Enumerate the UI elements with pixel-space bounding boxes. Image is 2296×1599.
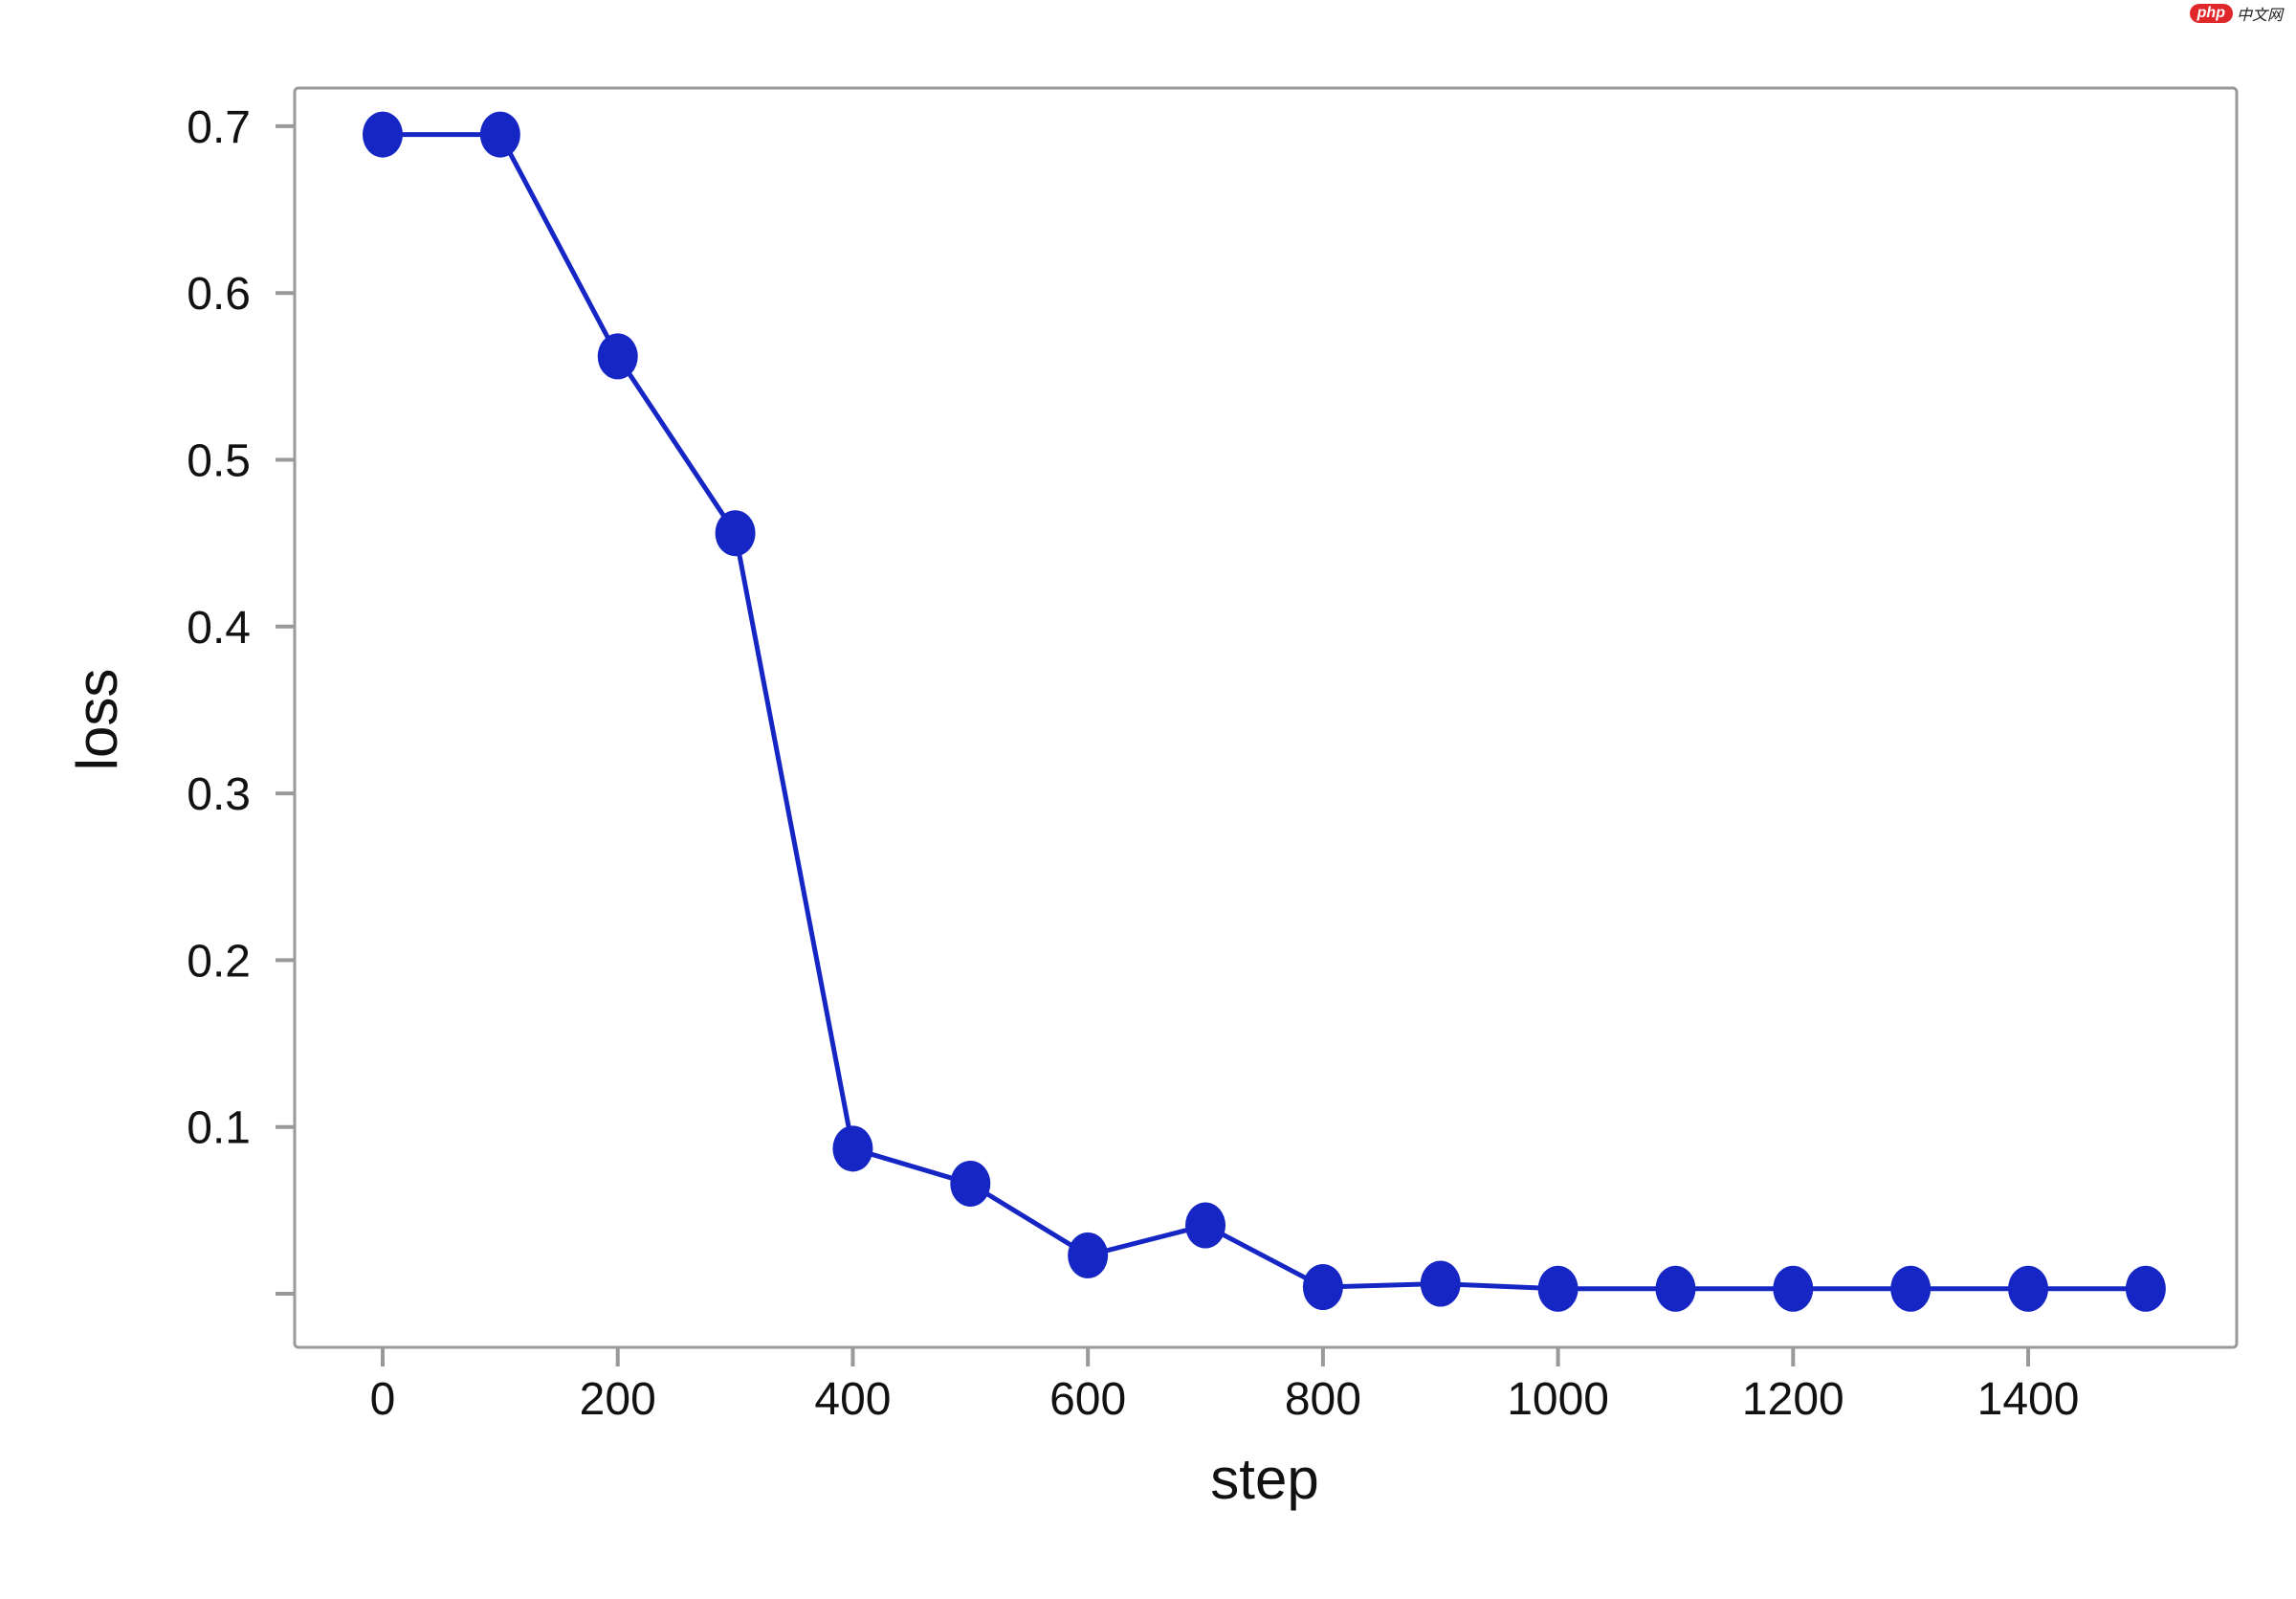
watermark-logo: php	[2189, 4, 2233, 23]
data-point	[832, 1125, 873, 1172]
data-point	[2008, 1265, 2049, 1312]
x-tick-label: 1000	[1507, 1374, 1609, 1425]
data-point	[597, 333, 638, 380]
y-axis-label: loss	[65, 669, 129, 771]
data-point	[950, 1160, 991, 1207]
data-point	[2125, 1265, 2166, 1312]
watermark: php 中文网	[2189, 2, 2283, 25]
y-tick-label: 0.3	[187, 769, 251, 820]
x-tick-label: 1400	[1977, 1374, 2080, 1425]
watermark-text: 中文网	[2236, 8, 2283, 24]
plot-frame	[293, 86, 2239, 1349]
x-tick-label: 200	[580, 1374, 656, 1425]
y-tick-label: 0.7	[187, 102, 251, 153]
data-point	[1302, 1264, 1343, 1311]
data-point	[1537, 1265, 1578, 1312]
x-tick-label: 800	[1285, 1374, 1361, 1425]
x-tick-label: 0	[370, 1374, 396, 1425]
data-point	[363, 111, 403, 158]
data-point	[1890, 1265, 1932, 1312]
y-tick-label: 0.4	[187, 603, 251, 654]
y-tick-label: 0.5	[187, 436, 251, 487]
x-tick-label: 1200	[1742, 1374, 1844, 1425]
data-point	[1068, 1232, 1109, 1278]
x-axis-label: step	[1210, 1447, 1318, 1511]
data-point	[1420, 1260, 1461, 1307]
y-tick-label: 0.2	[187, 936, 251, 987]
x-tick-label: 400	[814, 1374, 891, 1425]
x-tick-label: 600	[1049, 1374, 1126, 1425]
y-tick-label: 0.1	[187, 1103, 251, 1154]
data-point	[479, 111, 520, 158]
loss-line	[383, 132, 2146, 1292]
data-point	[1655, 1265, 1696, 1312]
data-point	[715, 510, 756, 557]
y-tick-label: 0.6	[187, 269, 251, 320]
data-point	[1773, 1265, 1814, 1312]
data-point	[1185, 1202, 1226, 1249]
